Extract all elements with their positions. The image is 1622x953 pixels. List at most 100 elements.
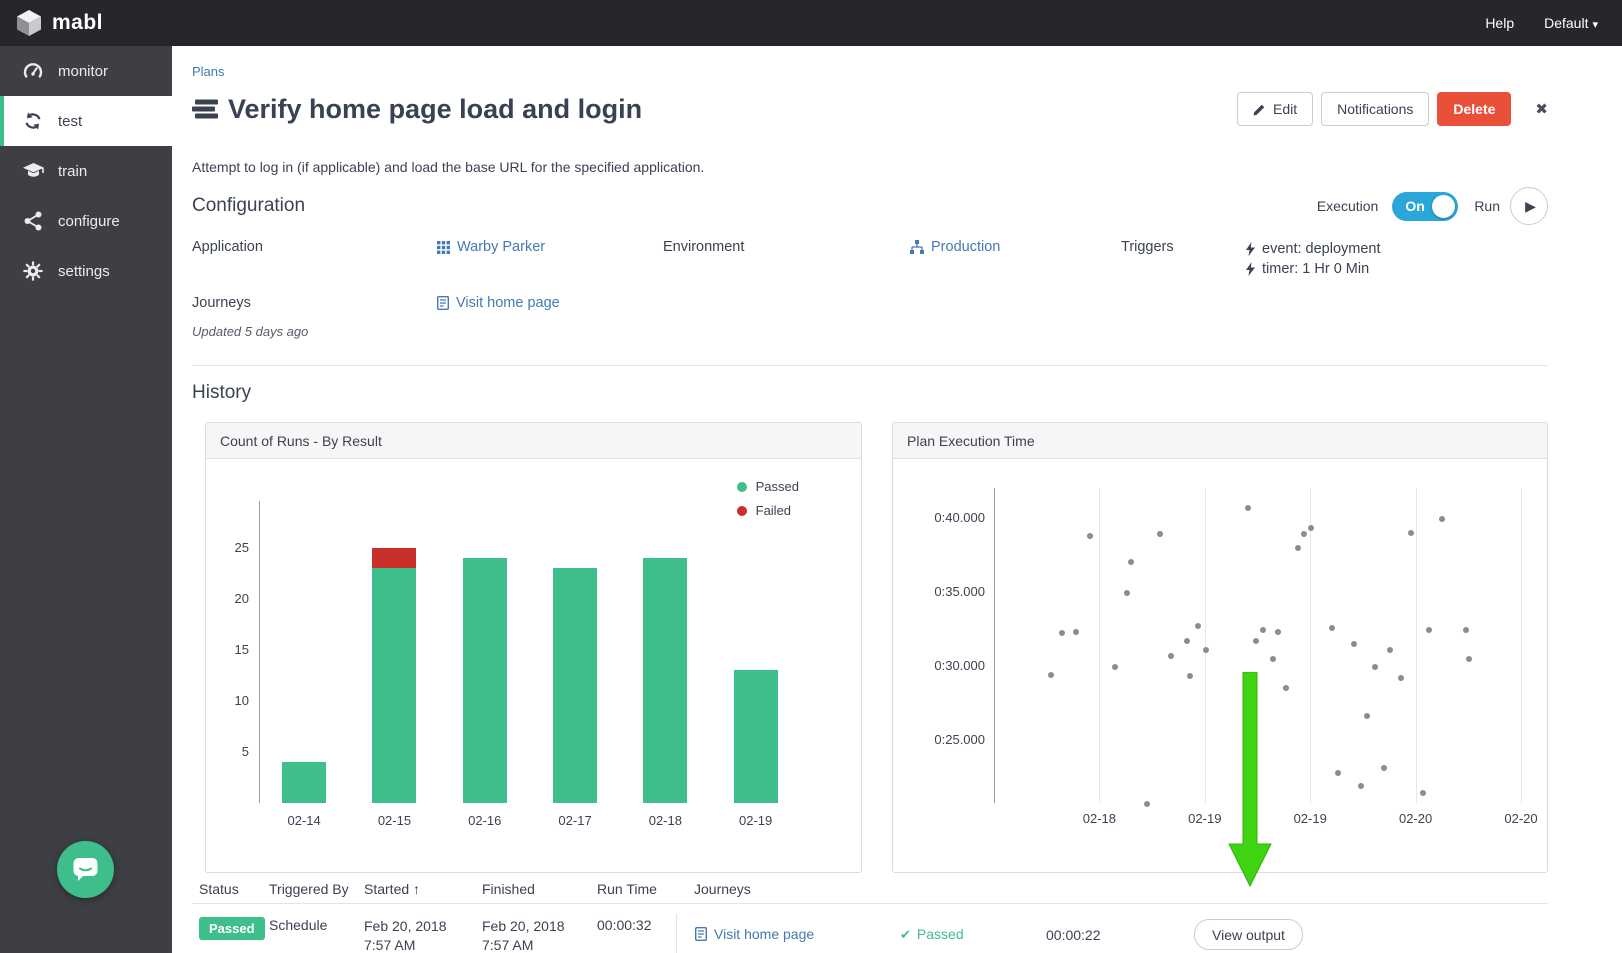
sidebar-item-label: settings	[58, 262, 110, 280]
started-cell: Feb 20, 2018 7:57 AM	[364, 914, 482, 953]
x-tick-label: 02-19	[739, 813, 773, 828]
scatter-point	[1194, 623, 1201, 630]
configuration-heading: Configuration	[192, 195, 306, 216]
delete-button[interactable]: Delete	[1437, 92, 1512, 126]
run-play-button[interactable]: ▶	[1510, 187, 1548, 225]
scatter-chart-card: Plan Execution Time 02-18 02-19 02-19 02-20…	[892, 422, 1548, 873]
finished-value: Feb 20, 2018 7:57 AM	[482, 918, 565, 953]
topbar-right: Help Default ▾	[1485, 15, 1598, 31]
y-tick-label: 10	[234, 693, 249, 708]
journey-name-cell: Visit home page	[695, 926, 900, 944]
triggered-by-cell: Schedule	[269, 917, 328, 933]
grid-line	[1099, 488, 1101, 803]
legend-item: Failed	[736, 503, 799, 518]
execution-toggle-label: On	[1405, 198, 1425, 214]
sidebar-item-label: test	[58, 112, 83, 130]
sidebar-item-train[interactable]: train	[0, 146, 172, 196]
view-output-button[interactable]: View output	[1194, 919, 1303, 950]
execution-toggle[interactable]: On	[1392, 191, 1459, 221]
share-nodes-icon	[22, 211, 44, 231]
scatter-point	[1058, 630, 1065, 637]
legend-item: Passed	[736, 479, 799, 494]
plan-description: Attempt to log in (if applicable) and lo…	[192, 159, 705, 175]
scatter-point	[1282, 685, 1289, 692]
history-table-header: Status Triggered By Started ↑ Finished R…	[192, 875, 1548, 903]
column-journeys: Journeys	[694, 881, 751, 897]
trigger-timer: timer: 1 Hr 0 Min	[1245, 259, 1548, 279]
section-divider	[192, 365, 1548, 366]
scatter-point	[1386, 646, 1393, 653]
help-link[interactable]: Help	[1485, 15, 1515, 31]
edit-button[interactable]: Edit	[1237, 92, 1314, 126]
scatter-point	[1328, 624, 1335, 631]
title-row: Verify home page load and login Edit Not…	[192, 87, 1548, 131]
configuration-grid: Application Warby Parker Environment	[192, 239, 1548, 314]
scatter-point	[1380, 765, 1387, 772]
close-icon[interactable]: ✖	[1535, 101, 1548, 118]
scatter-point	[1300, 531, 1307, 538]
sidebar-item-monitor[interactable]: monitor	[0, 46, 172, 96]
scatter-point	[1350, 640, 1357, 647]
configuration-header: Configuration Execution On Run ▶	[192, 187, 1548, 225]
breadcrumb[interactable]: Plans	[192, 64, 225, 79]
bar-chart-plot: 5 10 15 20 25 02-14 02-15 02-16 02-17 02-18 02-19	[206, 459, 861, 872]
sidebar-item-configure[interactable]: configure	[0, 196, 172, 246]
scatter-point	[1252, 637, 1259, 644]
main-content: Plans Verify home page load and login Ed…	[172, 46, 1622, 953]
y-tick-label: 0:40.000	[934, 510, 985, 525]
chat-bubble-icon	[73, 858, 98, 881]
bar-segment-passed	[462, 558, 507, 803]
account-menu[interactable]: Default ▾	[1544, 15, 1598, 31]
x-tick-label: 02-17	[558, 813, 592, 828]
started-value: Feb 20, 2018 7:57 AM	[364, 918, 447, 953]
bolt-icon	[1246, 262, 1255, 276]
chat-widget-button[interactable]	[57, 841, 114, 898]
triggers-value: event: deployment timer: 1 Hr 0 Min	[1245, 239, 1548, 279]
column-triggered-by: Triggered By	[269, 881, 349, 897]
brand-name: mabl	[52, 11, 104, 34]
journeys-cell: Visit home page ✔ Passed 00:00:22 View ou…	[676, 914, 1548, 953]
x-tick-label: 02-14	[287, 813, 321, 828]
legend-dot	[736, 481, 747, 492]
column-started[interactable]: Started ↑	[364, 881, 482, 897]
scatter-point	[1425, 627, 1432, 634]
scatter-point	[1419, 790, 1426, 797]
pencil-icon	[1253, 104, 1265, 115]
y-tick-label: 5	[241, 744, 249, 759]
sidebar: monitor test train	[0, 46, 172, 953]
scatter-point	[1183, 637, 1190, 644]
scatter-point	[1465, 655, 1472, 662]
brand[interactable]: mabl	[16, 9, 103, 37]
page-actions: Edit Notifications Delete ✖	[1237, 92, 1548, 126]
environment-link[interactable]: Production	[910, 239, 1000, 255]
legend-dot	[736, 505, 747, 516]
application-label: Application	[192, 239, 263, 255]
journey-link[interactable]: Visit home page	[437, 295, 560, 311]
environment-link-label: Production	[931, 239, 1001, 255]
y-axis-line	[994, 488, 995, 803]
scatter-point	[1307, 525, 1314, 532]
journey-status-label: Passed	[916, 926, 964, 942]
journey-link-label: Visit home page	[456, 295, 560, 311]
sidebar-item-settings[interactable]: settings	[0, 246, 172, 296]
scatter-point	[1202, 646, 1209, 653]
mabl-logo-icon	[17, 10, 41, 36]
sort-ascending-icon: ↑	[413, 881, 421, 897]
bar-segment-failed	[372, 548, 417, 569]
updated-timestamp: Updated 5 days ago	[192, 324, 309, 339]
check-icon: ✔	[900, 927, 911, 942]
sidebar-item-test[interactable]: test	[0, 96, 172, 146]
notifications-button[interactable]: Notifications	[1321, 92, 1430, 126]
application-link[interactable]: Warby Parker	[437, 239, 545, 255]
bar-chart-title: Count of Runs - By Result	[206, 423, 861, 459]
status-badge: Passed	[199, 917, 265, 940]
sidebar-item-label: monitor	[58, 62, 109, 80]
history-heading: History	[192, 382, 252, 403]
account-name: Default	[1544, 15, 1589, 31]
y-axis-line	[259, 501, 260, 803]
y-tick-label: 0:35.000	[934, 584, 985, 599]
y-tick-label: 20	[234, 591, 249, 606]
sidebar-item-label: train	[58, 162, 88, 180]
journey-output-link[interactable]: Visit home page	[695, 926, 814, 942]
journey-name-label: Visit home page	[714, 925, 815, 942]
